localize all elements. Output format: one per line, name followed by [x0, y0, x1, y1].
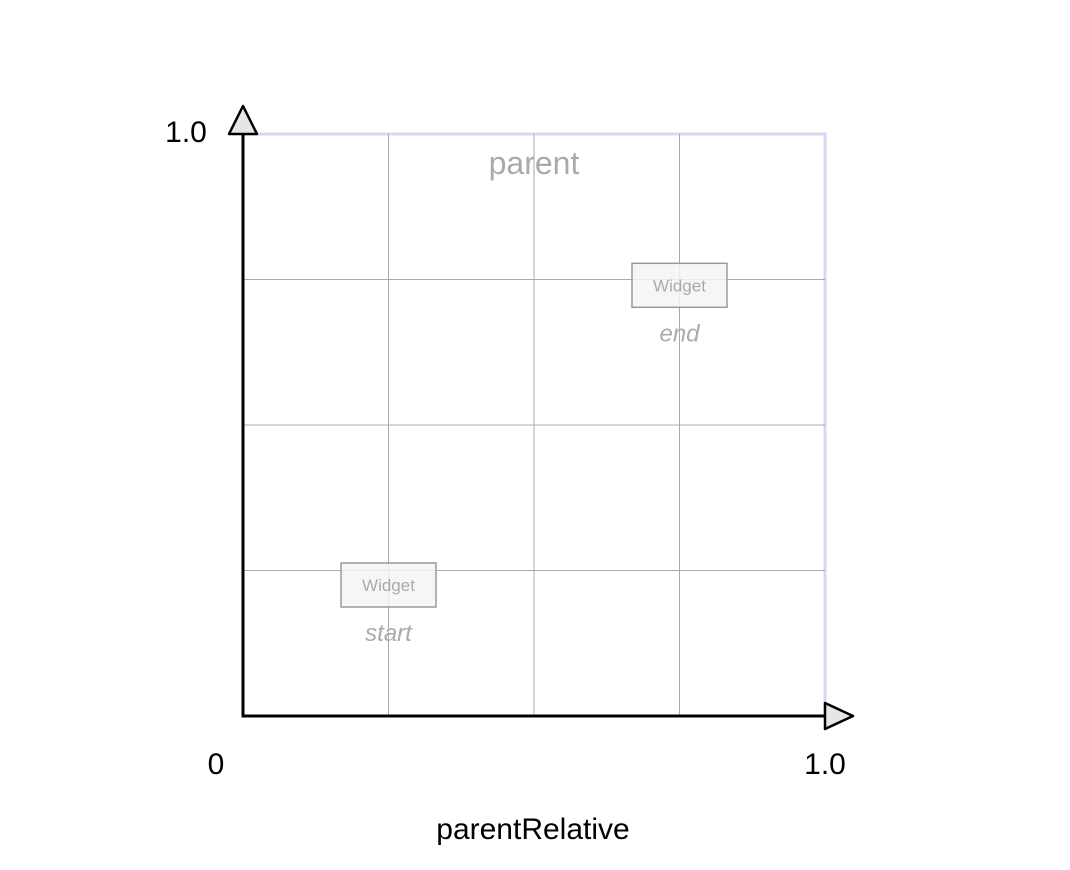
widget-start: Widget start	[340, 562, 437, 647]
widget-box	[340, 562, 437, 608]
x-max-label: 1.0	[804, 748, 846, 781]
y-axis-arrow-icon	[227, 104, 259, 136]
y-max-label: 1.0	[165, 116, 207, 149]
origin-label: 0	[208, 748, 225, 781]
widget-caption-start: start	[365, 620, 413, 647]
widget-caption-end: end	[659, 320, 700, 347]
grid	[243, 134, 825, 716]
x-axis-arrow-icon	[823, 701, 855, 731]
widgets-layer: Widget start Widget end	[340, 262, 728, 647]
x-axis-label: parentRelative	[436, 813, 629, 846]
widget-text: Widget	[653, 276, 706, 295]
widget-box	[631, 262, 728, 309]
widget-text: Widget	[362, 576, 415, 595]
parent-label: parent	[489, 145, 580, 181]
widget-end: Widget end	[631, 262, 728, 347]
